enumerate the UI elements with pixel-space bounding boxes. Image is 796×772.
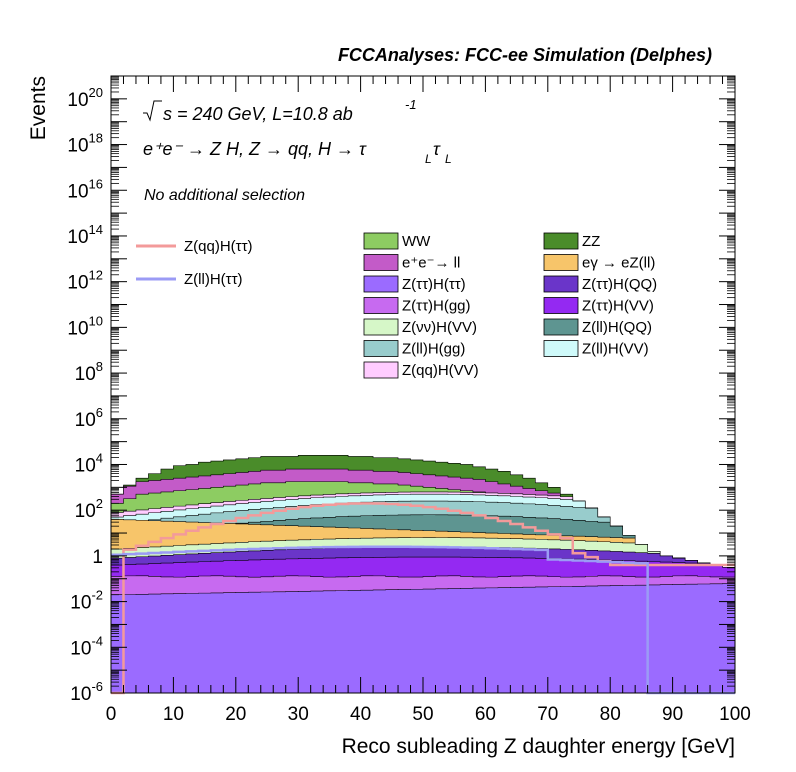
signal-lines <box>111 502 735 695</box>
legend-swatch <box>543 254 579 271</box>
legend-swatch <box>363 318 399 336</box>
x-axis-title: Reco subleading Z daughter energy [GeV] <box>342 735 735 758</box>
legend-label: e⁺e⁻→ ll <box>402 255 460 272</box>
x-tick-label: 100 <box>719 704 751 725</box>
x-tick-label: 50 <box>412 704 433 725</box>
legend-swatch <box>543 232 579 250</box>
y-axis-title: Events <box>27 76 50 140</box>
lumi-exponent: -1 <box>405 97 417 112</box>
legend-label: ZZ <box>582 233 600 250</box>
legend-swatch <box>543 297 579 314</box>
selection-annotation: No additional selection <box>144 187 305 204</box>
legend-label: Z(ττ)H(VV) <box>582 298 654 315</box>
process-annotation: e⁺e⁻ → Z H, Z → qq, H → τ L τ L <box>143 139 452 166</box>
tau-subscript-1: L <box>425 152 432 166</box>
tau-subscript-2: L <box>445 152 452 166</box>
legend-swatch <box>363 340 399 357</box>
legend-label: Z(ll)H(gg) <box>402 341 465 358</box>
legend-swatch <box>363 232 399 250</box>
y-tick-label: 1014 <box>67 222 103 248</box>
y-tick-label: 1010 <box>67 313 103 339</box>
legend-label: Z(νν)H(VV) <box>402 319 477 336</box>
legend-swatch <box>543 275 579 293</box>
x-tick-label: 0 <box>106 704 117 725</box>
legend-label: Z(ττ)H(gg) <box>402 298 471 315</box>
x-tick-label: 10 <box>163 704 184 725</box>
legend-label: WW <box>402 233 431 250</box>
y-tick-label: 1016 <box>67 176 103 202</box>
y-tick-label: 104 <box>75 450 103 476</box>
y-tick-label: 1012 <box>67 268 103 294</box>
legend-label: eγ → eZ(ll) <box>582 255 655 272</box>
x-tick-label: 20 <box>225 704 246 725</box>
legend-label: Z(ll)H(VV) <box>582 341 649 358</box>
legend-label: Z(ττ)H(QQ) <box>582 276 657 293</box>
legend-line-label: Z(qq)H(ττ) <box>184 238 253 255</box>
process-text: e⁺e⁻ → Z H, Z → qq, H → τ <box>143 139 367 159</box>
y-tick-label: 10-2 <box>70 588 103 614</box>
tau-second: τ <box>433 139 441 159</box>
legend-swatch <box>363 297 399 314</box>
legend-swatch <box>543 340 579 357</box>
legend: Z(qq)H(ττ) Z(ll)H(ττ) WW ZZ e⁺e⁻→ ll eγ → eZ(… <box>136 232 657 379</box>
y-tick-label: 10-4 <box>70 633 103 659</box>
y-tick-label: 106 <box>75 405 103 431</box>
x-tick-label: 80 <box>600 704 621 725</box>
x-tick-label: 40 <box>350 704 371 725</box>
legend-line-label: Z(ll)H(ττ) <box>184 271 243 288</box>
chart-title: FCCAnalyses: FCC-ee Simulation (Delphes) <box>338 45 712 65</box>
energy-lumi-text: s = 240 GeV, L=10.8 ab <box>163 104 353 124</box>
y-tick-label: 10-6 <box>70 679 103 705</box>
signal-line <box>111 545 735 695</box>
y-tick-label: 1 <box>92 547 103 568</box>
x-axis: 0 10 20 30 40 50 60 70 80 90 100 <box>106 76 751 725</box>
legend-swatch <box>363 275 399 293</box>
x-tick-label: 60 <box>475 704 496 725</box>
stack-layer <box>110 583 736 694</box>
x-tick-label: 30 <box>288 704 309 725</box>
y-tick-label: 108 <box>75 359 103 385</box>
y-axis: 10-6 10-4 10-2 1 102 104 106 108 1010 1012 1014 101… <box>67 75 735 705</box>
legend-swatch <box>363 361 399 379</box>
legend-swatch <box>363 254 399 271</box>
legend-swatch <box>543 318 579 336</box>
legend-label: Z(ττ)H(ττ) <box>402 276 466 293</box>
x-tick-label: 70 <box>537 704 558 725</box>
stacked-histograms <box>110 455 736 694</box>
y-tick-label: 1020 <box>67 85 103 111</box>
signal-line <box>111 502 735 695</box>
energy-lumi-annotation: s = 240 GeV, L=10.8 ab -1 <box>143 97 417 124</box>
y-tick-label: 1018 <box>67 131 103 157</box>
y-tick-label: 102 <box>75 496 103 522</box>
x-tick-label: 90 <box>662 704 683 725</box>
legend-label: Z(qq)H(VV) <box>402 362 479 379</box>
legend-label: Z(ll)H(QQ) <box>582 319 652 336</box>
